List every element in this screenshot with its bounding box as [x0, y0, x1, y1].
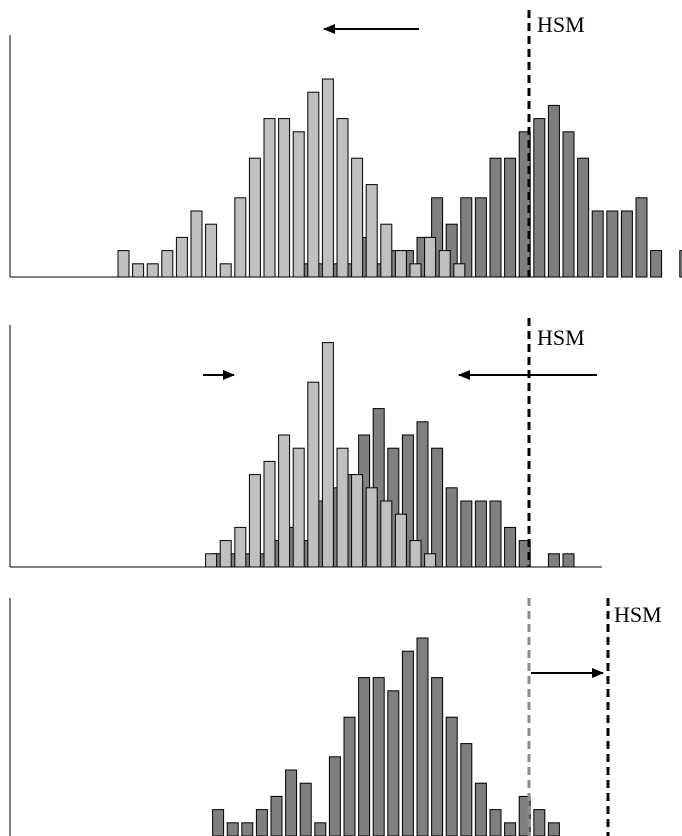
panel-1-series-1-bar [460, 197, 473, 278]
panel-1-series-2-bar [336, 118, 349, 278]
panel-3-series-1-bar [241, 822, 254, 836]
panel-3-series-1-bar [431, 677, 444, 836]
panel-2-series-2-bar [219, 540, 232, 568]
panel-1-series-1-bar [577, 157, 590, 278]
panel-3-series-1-bar [372, 677, 385, 836]
panel-3-series-1-bar [299, 782, 312, 836]
panel-2-bars [205, 342, 575, 568]
panel-1-series-2-bar [205, 223, 218, 278]
panel-3-series-1-bar [314, 822, 327, 836]
panel-3-series-1-bar [489, 809, 502, 836]
panel-1-series-2-bar [219, 263, 232, 278]
panel-3-series-1-bar [226, 822, 239, 836]
panel-1-series-2-bar [234, 197, 247, 278]
panel-1-series-2-bar [453, 263, 466, 278]
panel-1-series-2-bar [409, 263, 422, 278]
panel-1-series-1-bar [635, 197, 648, 278]
panel-1-series-1-bar [547, 104, 560, 278]
panel-2-series-2-bar [424, 553, 437, 568]
panel-3: HSM [9, 598, 662, 836]
panel-1-series-2-bar [248, 157, 261, 278]
panel-1-series-1-bar [504, 157, 517, 278]
panel-3-series-1-bar [474, 782, 487, 836]
panel-2-series-1-bar [460, 500, 473, 568]
panel-1-series-2-bar [394, 250, 407, 278]
panel-3-series-1-bar [255, 809, 268, 836]
panel-1: HSM [9, 10, 682, 278]
panel-3-series-1-bar [212, 809, 225, 836]
panel-1-series-2-bar [190, 210, 203, 278]
panel-3-series-1-bar [445, 716, 458, 836]
panel-1-series-1-bar [650, 250, 663, 278]
panel-1-series-2-bar [307, 91, 320, 278]
panel-2-series-1-bar [562, 553, 575, 568]
panel-2-series-2-bar [307, 381, 320, 568]
panel-2-series-2-bar [336, 447, 349, 568]
panel-1-series-1-bar [679, 250, 682, 278]
panel-2-series-2-bar [278, 434, 291, 568]
panel-2-series-1-bar [547, 553, 560, 568]
panel-1-series-2-bar [424, 236, 437, 278]
panel-2-series-2-bar [365, 487, 378, 568]
panel-2-series-1-bar [445, 487, 458, 568]
panel-1-series-2-bar [278, 118, 291, 278]
panel-2-series-1-bar [416, 421, 429, 568]
panel-1-series-2-bar [146, 263, 159, 278]
panel-2-series-1-bar [401, 434, 414, 568]
panel-3-series-1-bar [533, 809, 546, 836]
panel-2-series-2-bar [394, 513, 407, 568]
panel-2-series-2-bar [292, 447, 305, 568]
panel-2-series-2-bar [234, 526, 247, 568]
panel-1-series-2-bar [365, 184, 378, 278]
panel-3-series-1-bar [328, 756, 341, 836]
panel-1-series-1-bar [606, 210, 619, 278]
panel-1-series-2-bar [351, 157, 364, 278]
panel-1-series-2-bar [132, 263, 145, 278]
panel-2-series-2-bar [351, 474, 364, 568]
panel-1-series-2-bar [292, 131, 305, 278]
panel-2-series-2-bar [263, 460, 276, 568]
panel-3-series-1-bar [270, 795, 283, 836]
panel-2-series-1-bar [504, 526, 517, 568]
panel-1-series-1-bar [562, 131, 575, 278]
panel-2-series-2-bar [248, 474, 261, 568]
panel-1-series-2-bar [438, 250, 451, 278]
panel-3-series-1-bar [358, 677, 371, 836]
panel-1-hsm-label: HSM [537, 12, 585, 37]
panel-1-series-2-bar [263, 118, 276, 278]
panel-1-series-1-bar [489, 157, 502, 278]
panel-3-series-1-bar [547, 822, 560, 836]
panel-2: HSM [9, 318, 602, 568]
panel-2-series-1-bar [474, 500, 487, 568]
panel-1-series-1-bar [533, 118, 546, 278]
panel-1-series-2-bar [161, 250, 174, 278]
panel-2-series-2-bar [321, 342, 334, 568]
panel-3-series-1-bar [460, 743, 473, 836]
panel-3-hsm-label: HSM [614, 602, 662, 627]
panel-2-series-2-bar [380, 500, 393, 568]
panel-1-series-1-bar [620, 210, 633, 278]
panel-1-series-2-bar [175, 236, 188, 278]
panel-1-series-2-bar [117, 250, 130, 278]
panel-3-series-1-bar [518, 795, 531, 836]
panel-3-series-1-bar [504, 822, 517, 836]
panel-1-bars [117, 78, 682, 278]
panel-1-series-1-bar [518, 131, 531, 278]
panel-2-hsm-label: HSM [537, 325, 585, 350]
panel-1-series-2-bar [380, 223, 393, 278]
panel-2-series-1-bar [431, 447, 444, 568]
panel-2-series-2-bar [205, 553, 218, 568]
panel-3-bars [212, 637, 560, 836]
panel-1-series-2-bar [321, 78, 334, 278]
panel-2-series-2-bar [409, 540, 422, 568]
panel-2-series-1-bar [489, 500, 502, 568]
panel-1-series-1-bar [591, 210, 604, 278]
panel-3-series-1-bar [401, 650, 414, 836]
panel-3-series-1-bar [387, 690, 400, 836]
panel-3-series-1-bar [285, 769, 298, 836]
panel-3-series-1-bar [416, 637, 429, 836]
panel-3-series-1-bar [343, 716, 356, 836]
panel-1-series-1-bar [474, 197, 487, 278]
